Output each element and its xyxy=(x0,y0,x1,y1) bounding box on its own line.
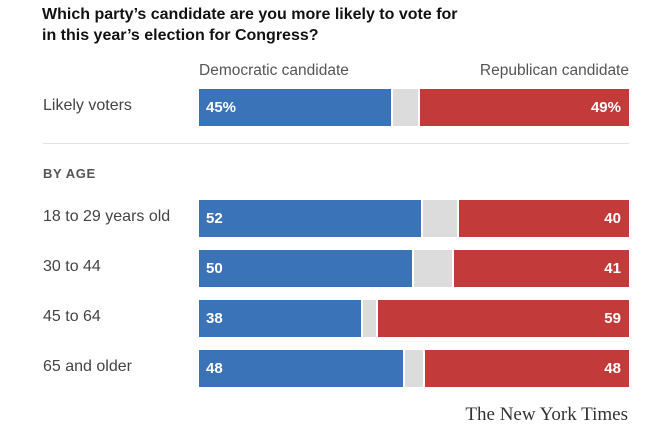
row-label-18-29: 18 to 29 years old xyxy=(43,208,171,225)
value-label-democratic: 52 xyxy=(206,210,223,227)
value-label-republican: 48 xyxy=(604,360,621,377)
row-label-65-older: 65 and older xyxy=(43,358,132,375)
bar-gap xyxy=(452,250,455,287)
bar-likely-voters: 45% 49% xyxy=(199,89,629,126)
value-label-republican: 49% xyxy=(590,99,621,116)
legend-democratic: Democratic candidate xyxy=(199,62,349,79)
bar-segment-democratic: 50 xyxy=(199,250,412,287)
bar-45-64: 38 59 xyxy=(199,300,629,337)
bar-gap xyxy=(418,89,421,126)
bar-segment-republican: 48 xyxy=(424,350,629,387)
value-label-democratic: 38 xyxy=(206,310,223,327)
value-label-republican: 40 xyxy=(604,210,621,227)
bar-segment-democratic: 52 xyxy=(199,200,421,237)
bar-gap xyxy=(375,300,378,337)
value-label-republican: 41 xyxy=(604,260,621,277)
bar-gap xyxy=(420,200,423,237)
bar-segment-democratic: 38 xyxy=(199,300,361,337)
bar-segment-republican: 49% xyxy=(420,89,629,126)
legend-republican: Republican candidate xyxy=(479,62,629,79)
value-label-democratic: 48 xyxy=(206,360,223,377)
value-label-republican: 59 xyxy=(604,310,621,327)
credit-nyt: The New York Times xyxy=(465,404,628,425)
value-label-democratic: 50 xyxy=(206,260,223,277)
bar-18-29: 52 40 xyxy=(199,200,629,237)
bar-segment-democratic: 45% xyxy=(199,89,391,126)
section-label-by-age: BY AGE xyxy=(43,166,96,181)
bar-segment-undecided xyxy=(392,89,419,126)
bar-gap xyxy=(422,350,425,387)
bar-segment-undecided xyxy=(362,300,376,337)
bar-segment-republican: 59 xyxy=(377,300,629,337)
bar-segment-republican: 40 xyxy=(458,200,629,237)
bar-segment-democratic: 48 xyxy=(199,350,404,387)
bar-30-44: 50 41 xyxy=(199,250,629,287)
bar-gap xyxy=(390,89,393,126)
bar-segment-undecided xyxy=(414,250,453,287)
chart-title: Which party’s candidate are you more lik… xyxy=(42,6,458,44)
bar-gap xyxy=(403,350,406,387)
bar-gap xyxy=(412,250,414,287)
bar-segment-republican: 41 xyxy=(454,250,629,287)
bar-65-older: 48 48 xyxy=(199,350,629,387)
bar-segment-undecided xyxy=(422,200,457,237)
bar-segment-undecided xyxy=(405,350,423,387)
divider xyxy=(43,143,629,144)
value-label-democratic: 45% xyxy=(206,99,237,116)
row-label-30-44: 30 to 44 xyxy=(43,258,101,275)
bar-gap xyxy=(360,300,363,337)
row-label-45-64: 45 to 64 xyxy=(43,308,101,325)
bar-gap xyxy=(456,200,459,237)
row-label-likely-voters: Likely voters xyxy=(43,97,132,114)
